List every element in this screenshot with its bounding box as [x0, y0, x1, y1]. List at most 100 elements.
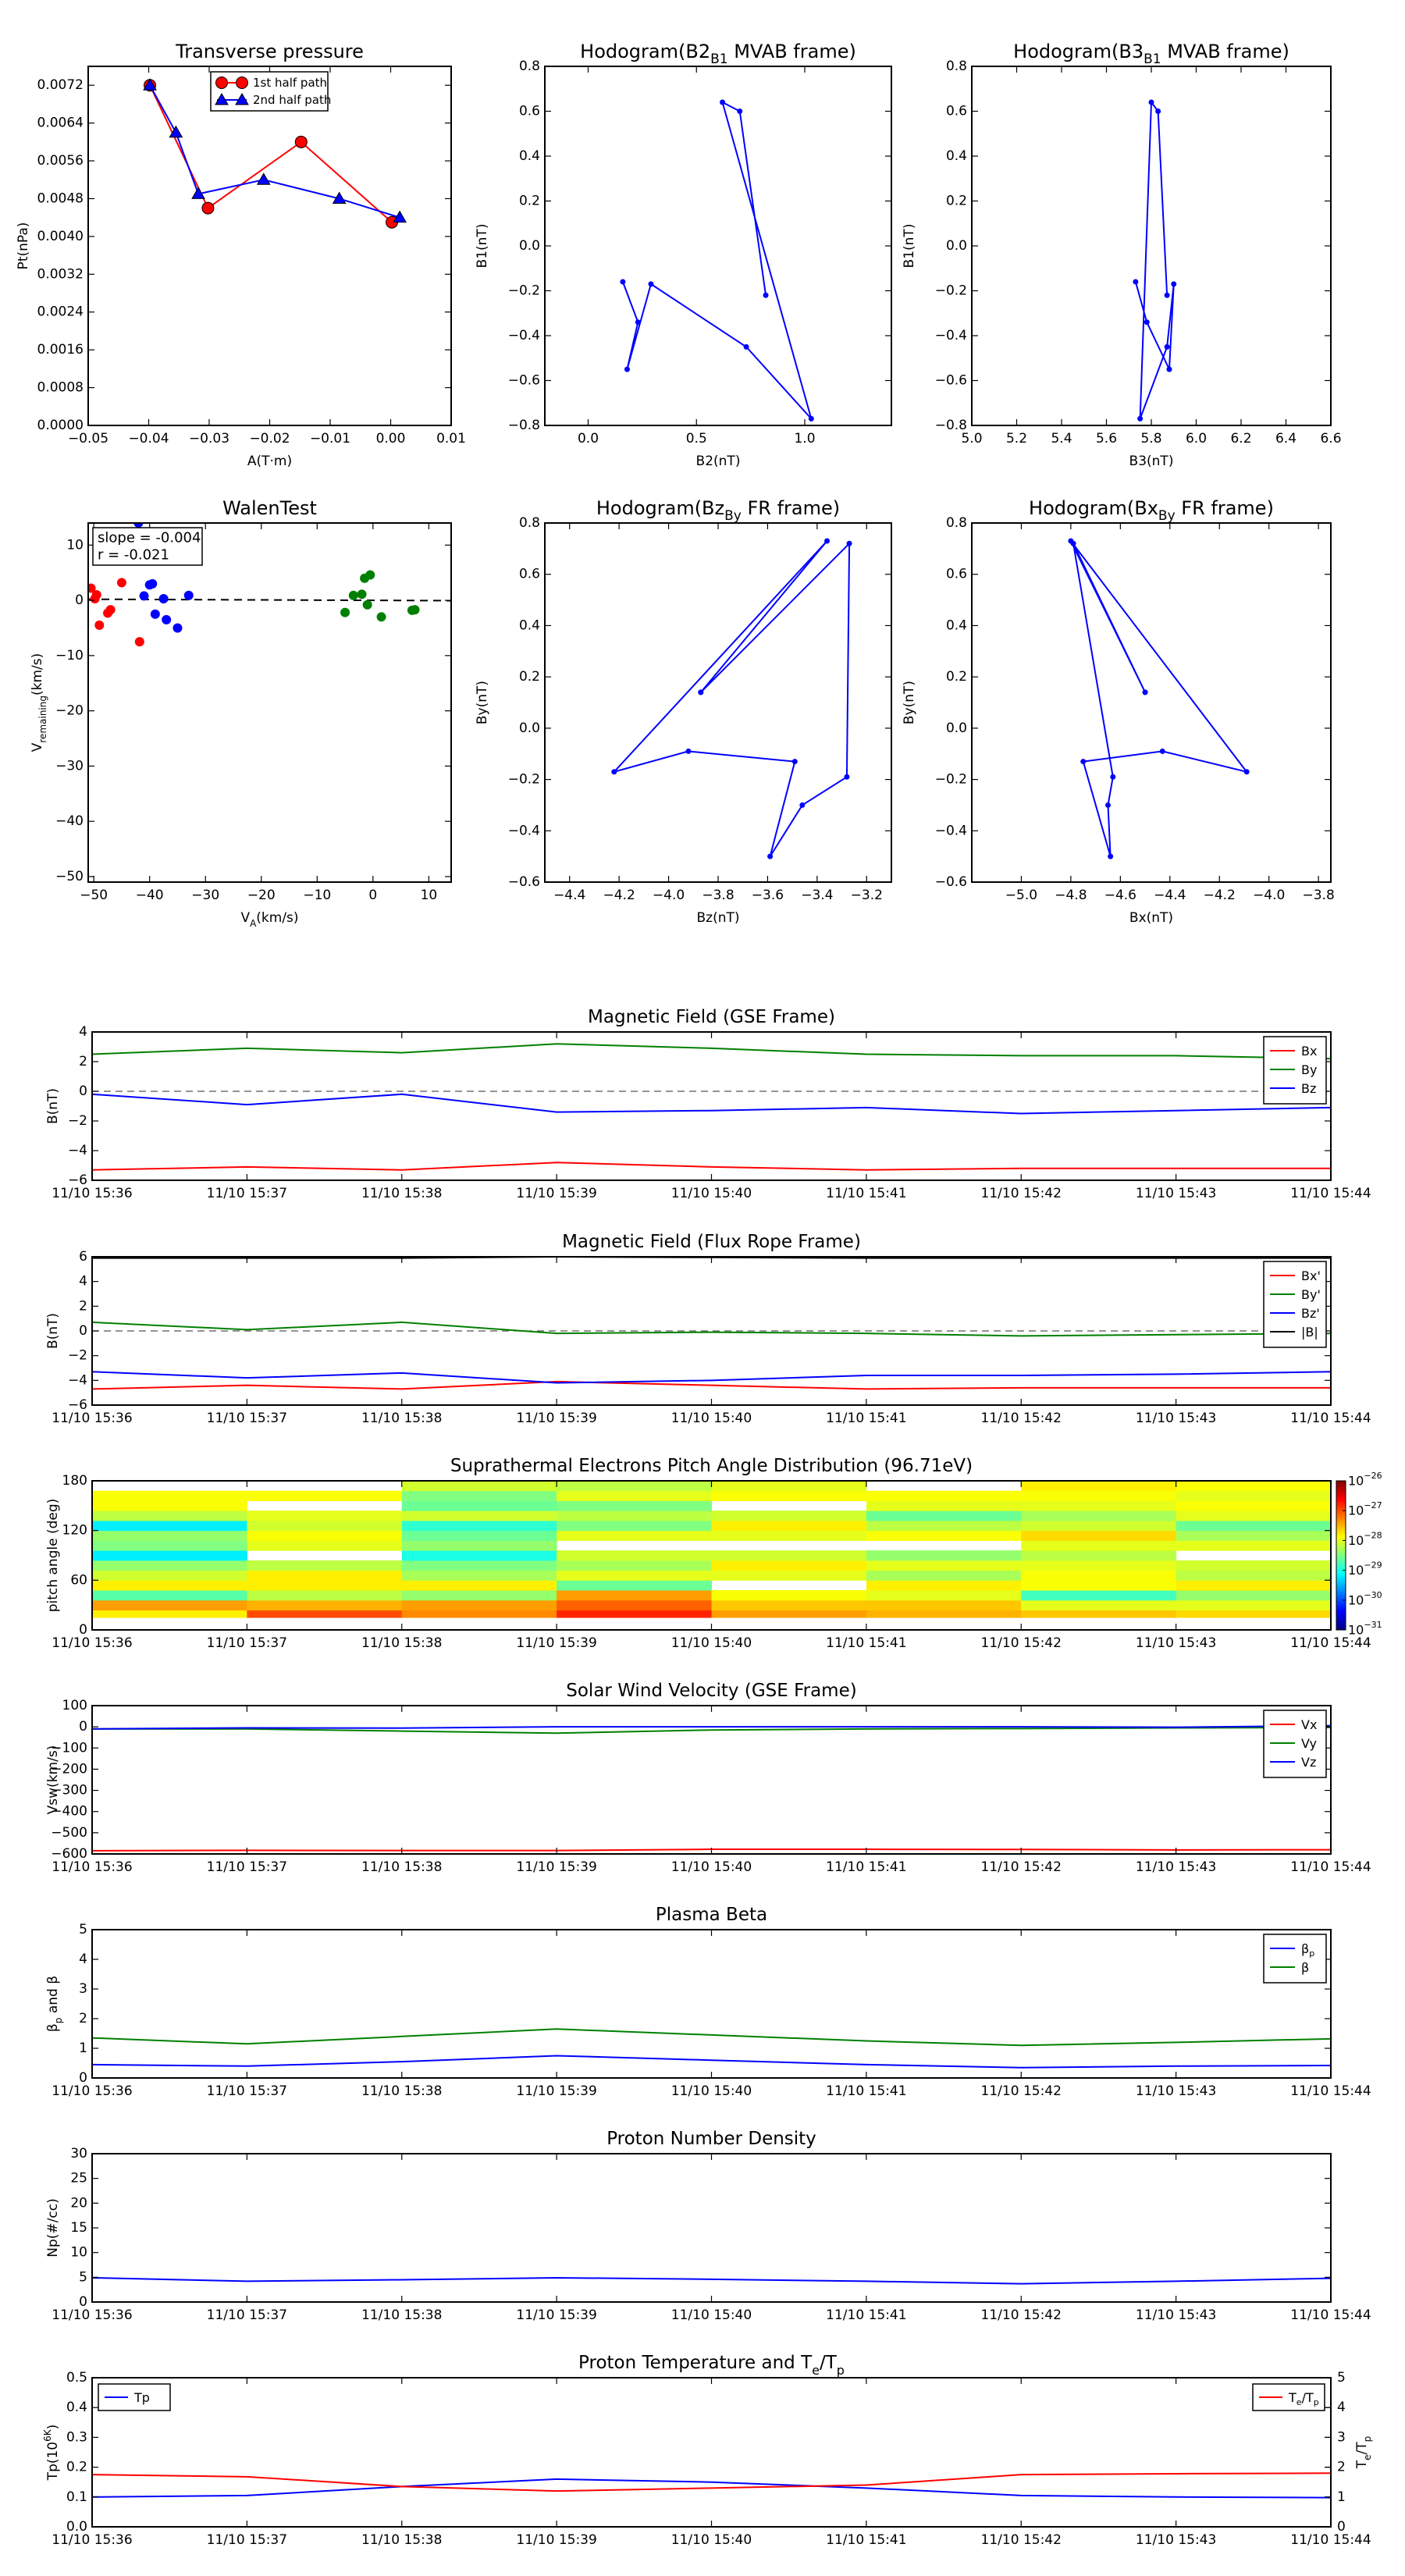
y-tick-label: −0.2: [508, 283, 540, 299]
label-fragment: B3(nT): [1129, 454, 1174, 469]
x-tick-label: 11/10 15:38: [361, 1859, 442, 1875]
heatmap-cell: [557, 1550, 712, 1561]
data-point: [410, 605, 420, 615]
y-tick-label: 1: [79, 2041, 87, 2056]
y-tick-label: −6: [68, 1172, 87, 1188]
heatmap-cell: [1176, 1490, 1331, 1501]
heatmap-cell: [1176, 1599, 1331, 1611]
label-fragment: B1(nT): [475, 224, 490, 269]
x-tick-label: 6.4: [1275, 431, 1297, 447]
data-point: [737, 109, 743, 114]
heatmap-cell: [401, 1520, 557, 1532]
y-tick-label: −2: [68, 1113, 87, 1129]
annotation-text: slope = -0.004: [98, 530, 201, 546]
heatmap-cell: [401, 1490, 557, 1501]
legend-box: [210, 71, 329, 112]
label-fragment: Proton Temperature and T: [578, 2353, 813, 2373]
y-tick-label: −0.2: [935, 772, 967, 788]
y-tick-label: 0.4: [519, 148, 540, 164]
x-tick-label: 11/10 15:44: [1290, 1411, 1371, 1426]
data-point: [94, 620, 105, 630]
heatmap-cell: [1021, 1540, 1177, 1551]
label-fragment: By': [1301, 1287, 1321, 1302]
data-point: [150, 609, 160, 619]
label-fragment: FR frame): [1176, 497, 1274, 519]
x-tick-label: 11/10 15:40: [671, 1411, 752, 1426]
chart-vsw: Solar Wind Velocity (GSE Frame) −600 −500 −…: [45, 1681, 1371, 1875]
plot-data: [92, 2276, 1331, 2285]
series-line-data: [621, 101, 813, 420]
heatmap-cell: [711, 1590, 867, 1601]
colorbar-tick-label: 10−28: [1348, 1530, 1382, 1548]
y-tick-label: 2: [79, 1298, 87, 1314]
heatmap-cell: [1021, 1599, 1177, 1611]
x-tick-label: 11/10 15:44: [1290, 1635, 1371, 1651]
label-fragment: e: [812, 2363, 820, 2378]
heatmap-cell: [1176, 1580, 1331, 1591]
label-fragment: (km/s): [256, 910, 298, 926]
x-tick-label: 11/10 15:44: [1290, 1186, 1371, 1201]
heatmap-cell: [1021, 1530, 1177, 1541]
heatmap-cell: [557, 1530, 712, 1541]
data-point: [808, 415, 814, 422]
series-line-2nd half path: [149, 84, 400, 219]
heatmap-cell: [1176, 1560, 1331, 1571]
y-tick-label: −0.8: [508, 418, 540, 433]
series-line-Bz: [92, 1093, 1331, 1115]
chart-title: Proton Temperature and Te/Tp: [578, 2353, 845, 2378]
fit-line: [88, 598, 451, 602]
series-line-By: [92, 1043, 1331, 1060]
heatmap-cell: [1176, 1540, 1331, 1551]
x-tick-label: 11/10 15:40: [671, 1186, 752, 1201]
plot-data: [92, 1481, 1331, 1618]
series-line-Bz': [92, 1371, 1331, 1384]
series-line-Bx: [92, 1162, 1331, 1171]
heatmap-cell: [557, 1590, 712, 1601]
heatmap-cell: [1021, 1500, 1177, 1511]
x-tick-label: 11/10 15:40: [671, 2083, 752, 2099]
x-tick-label: 6.0: [1186, 431, 1207, 447]
data-point: [844, 774, 850, 780]
plot-data: [143, 78, 407, 229]
legend-label: |B|: [1301, 1325, 1318, 1340]
label-fragment: Vy: [1301, 1736, 1317, 1751]
heatmap-cell: [1176, 1590, 1331, 1601]
chart-tp: Proton Temperature and Te/Tp0.00.10.20.3…: [42, 2353, 1373, 2548]
y-tick-label: −0.4: [935, 823, 967, 838]
label-fragment: MVAB frame): [728, 41, 856, 62]
plot-frame: [87, 66, 452, 426]
heatmap-cell: [557, 1599, 712, 1611]
x-tick-label: 5.8: [1140, 431, 1161, 447]
x-tick-label: −0.05: [68, 431, 108, 447]
plot-frame: [91, 2377, 1332, 2528]
label-fragment: B(nT): [45, 1313, 61, 1349]
plot-frame: [971, 522, 1332, 883]
y-tick-label: 0: [75, 592, 84, 608]
heatmap-cell: [92, 1520, 247, 1532]
y-tick-label: 0.1: [66, 2489, 87, 2505]
y2-tick-label: 3: [1337, 2429, 1346, 2445]
heatmap-cell: [401, 1570, 557, 1581]
x-tick-label: 1.0: [794, 431, 815, 447]
y-tick-label: 0.6: [946, 567, 967, 582]
label-fragment: By: [724, 508, 742, 524]
x-tick-label: 11/10 15:36: [52, 1635, 132, 1651]
label-fragment: Pt(nPa): [16, 222, 31, 270]
label-fragment: Bz': [1301, 1306, 1320, 1321]
label-fragment: Hodogram(B3: [1013, 41, 1144, 62]
y-tick-label: 0.0008: [37, 380, 84, 396]
data-point: [91, 590, 101, 600]
legend-label: Vx: [1301, 1717, 1317, 1732]
heatmap-cell: [557, 1490, 712, 1501]
y-tick-label: 0.4: [66, 2400, 87, 2415]
annotation-box: [92, 527, 203, 566]
x-tick-label: −3.8: [702, 888, 734, 903]
y-tick-label: 3: [79, 1981, 87, 1997]
label-fragment: |B|: [1301, 1325, 1318, 1340]
heatmap-cell: [1021, 1610, 1177, 1618]
data-point: [183, 590, 194, 600]
label-fragment: p: [53, 2018, 64, 2024]
plot-frame: [87, 522, 452, 883]
label-fragment: B1(nT): [902, 224, 917, 269]
y-tick-label: 0.0024: [37, 304, 84, 320]
